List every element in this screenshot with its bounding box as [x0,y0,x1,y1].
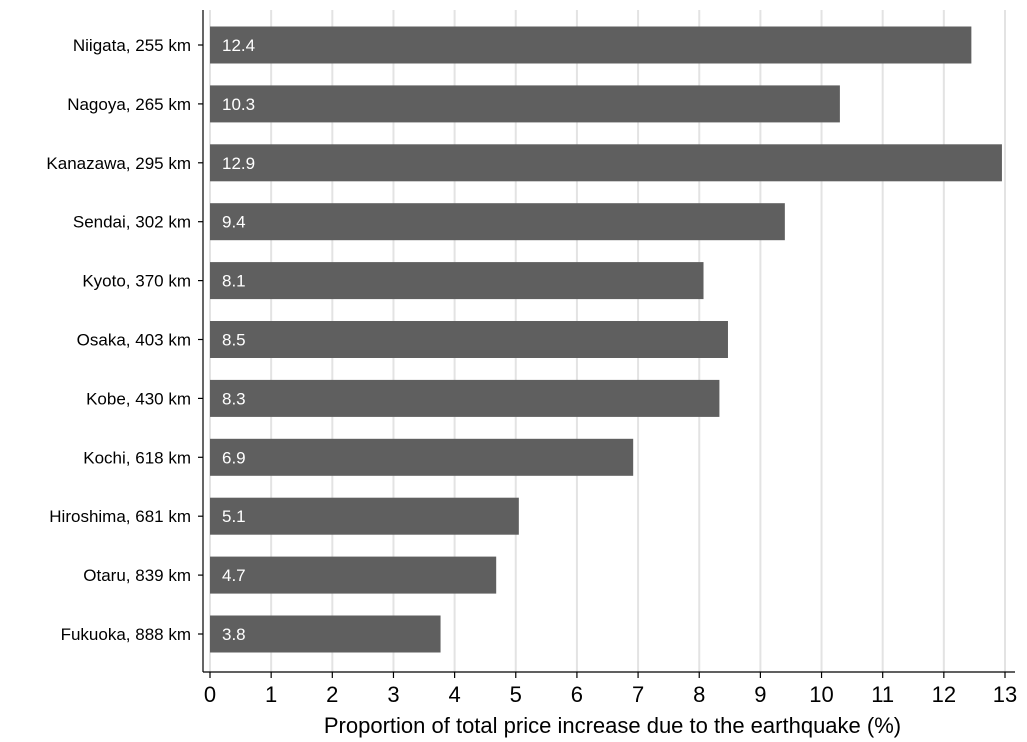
x-tick-label: 13 [993,682,1017,707]
bars: 12.4 10.3 12.9 9.4 8.1 8.5 8.3 6.9 5.1 4.7 3.8 [210,26,1002,653]
data-label: 9.4 [222,213,246,232]
x-tick-label: 2 [326,682,338,707]
x-tick-label: 12 [932,682,956,707]
category-label: Nagoya, 265 km [67,95,191,114]
x-tick-label: 8 [693,682,705,707]
data-label: 8.1 [222,272,246,291]
x-axis-title: Proportion of total price increase due t… [324,713,901,738]
data-label: 8.3 [222,389,246,408]
axes [202,10,1015,673]
x-tick-label: 5 [510,682,522,707]
category-label: Kobe, 430 km [86,389,191,408]
x-tick-label: 7 [632,682,644,707]
bar [210,615,441,653]
data-label: 10.3 [222,95,255,114]
bar [210,203,785,241]
bar [210,438,634,476]
category-label: Fukuoka, 888 km [61,625,191,644]
data-label: 12.9 [222,154,255,173]
bar [210,144,1002,182]
data-label: 12.4 [222,36,255,55]
category-label: Sendai, 302 km [73,213,191,232]
bar [210,556,497,594]
x-tick-label: 4 [448,682,460,707]
data-label: 4.7 [222,566,246,585]
category-label: Osaka, 403 km [77,331,191,350]
category-label: Otaru, 839 km [83,566,191,585]
x-tick-label: 10 [809,682,833,707]
category-label: Niigata, 255 km [73,36,191,55]
x-tick-label: 0 [204,682,216,707]
bar [210,262,704,300]
data-label: 6.9 [222,448,246,467]
data-label: 3.8 [222,625,246,644]
category-label: Kanazawa, 295 km [46,154,191,173]
bar [210,85,840,123]
x-tick-label: 6 [571,682,583,707]
bar [210,26,972,64]
category-labels: Niigata, 255 km Nagoya, 265 km Kanazawa, 2… [46,36,203,644]
x-tick-label: 9 [754,682,766,707]
x-tick-label: 1 [265,682,277,707]
bar [210,379,720,417]
x-tick-labels: 0 1 2 3 4 5 6 7 8 9 10 11 12 13 [204,672,1017,707]
data-label: 5.1 [222,507,246,526]
bar [210,321,728,358]
category-label: Kyoto, 370 km [82,272,191,291]
bar [210,497,519,535]
x-tick-label: 11 [871,682,894,707]
category-label: Kochi, 618 km [83,448,191,467]
category-label: Hiroshima, 681 km [49,507,191,526]
x-tick-label: 3 [387,682,399,707]
data-label: 8.5 [222,331,246,350]
